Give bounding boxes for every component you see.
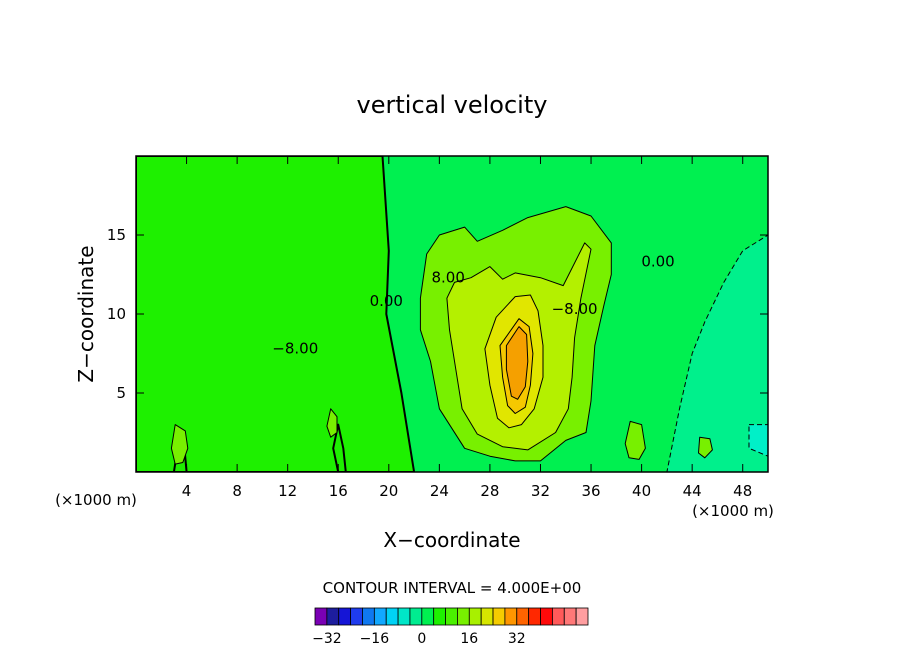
contour-label: 0.00 (370, 292, 403, 310)
colorbar-swatch (528, 607, 541, 626)
x-tick-label: 44 (683, 482, 702, 500)
colorbar-swatch (397, 607, 411, 626)
contour-region (326, 408, 338, 438)
colorbar-swatch (326, 607, 340, 626)
contour-region (170, 424, 189, 465)
colorbar-swatch (457, 607, 470, 626)
contour-label: 8.00 (432, 268, 465, 286)
contour-region (666, 234, 768, 472)
x-tick-label: 36 (581, 482, 600, 500)
colorbar-tick-label: −16 (360, 631, 390, 647)
contour-region (136, 156, 416, 472)
colorbar-swatch (480, 607, 494, 626)
colorbar-swatch (350, 607, 363, 626)
contour-region (748, 424, 768, 457)
x-tick-label: 24 (430, 482, 449, 500)
contour-label: −8.00 (552, 300, 598, 318)
x-tick-label: 16 (329, 482, 348, 500)
x-tick-label: 8 (232, 482, 242, 500)
colorbar-swatch (338, 607, 352, 626)
colorbar-swatch (563, 607, 577, 626)
contour-label: −8.00 (272, 340, 318, 358)
contour-region (698, 436, 713, 459)
colorbar-swatch (445, 607, 458, 626)
contour-interval: CONTOUR INTERVAL = 4.000E+00 (323, 579, 582, 597)
contour-region (505, 326, 529, 400)
colorbar-tick-label: −32 (312, 631, 342, 647)
colorbar-swatch (433, 607, 446, 626)
colorbar-tick-label: 32 (508, 631, 526, 647)
y-tick-label: 10 (107, 305, 126, 323)
colorbar-swatch (362, 607, 375, 626)
x-unit-right: (×1000 m) (692, 502, 774, 520)
x-unit-left: (×1000 m) (55, 491, 137, 509)
y-tick-label: 15 (107, 226, 126, 244)
x-tick-label: 12 (278, 482, 297, 500)
colorbar-swatch (504, 607, 518, 626)
colorbar-swatch (551, 607, 565, 626)
x-tick-label: 4 (182, 482, 192, 500)
x-tick-label: 20 (379, 482, 398, 500)
colorbar-swatch (468, 607, 482, 626)
colorbar-swatch (421, 607, 435, 626)
colorbar-swatch (575, 607, 589, 626)
colorbar-swatch (314, 607, 328, 626)
y-axis-label: Z−coordinate (74, 245, 98, 382)
x-tick-label: 40 (632, 482, 651, 500)
x-tick-label: 32 (531, 482, 550, 500)
colorbar-tick-label: 16 (460, 631, 478, 647)
colorbar-swatch (409, 607, 423, 626)
colorbar-swatch (516, 607, 530, 626)
colorbar-swatch (492, 607, 506, 626)
contour-label: 0.00 (641, 253, 674, 271)
contour-region (624, 420, 646, 460)
plot-area (136, 156, 768, 472)
x-tick-label: 48 (733, 482, 752, 500)
y-tick-label: 5 (116, 384, 126, 402)
x-axis-label: X−coordinate (383, 528, 520, 552)
colorbar-swatch (540, 607, 553, 626)
chart-title: vertical velocity (357, 91, 548, 119)
colorbar-tick-label: 0 (417, 631, 426, 647)
colorbar-swatch (373, 607, 387, 626)
colorbar-swatch (385, 607, 399, 626)
colorbar: −32 −16 0 16 32 (312, 607, 589, 647)
x-tick-label: 28 (480, 482, 499, 500)
